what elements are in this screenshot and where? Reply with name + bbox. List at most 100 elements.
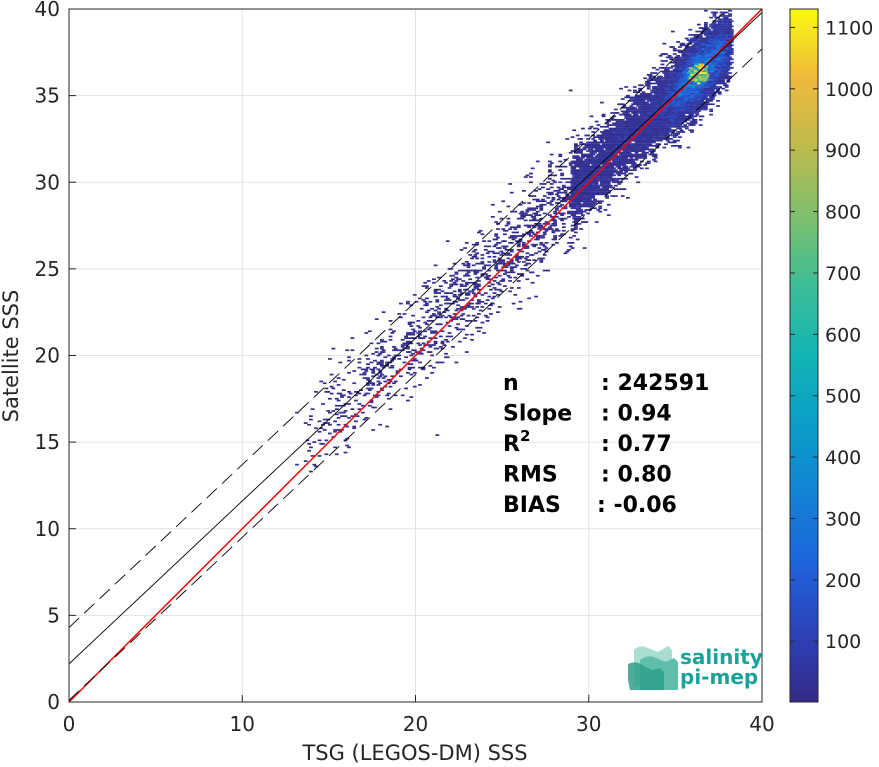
density-cell	[334, 413, 339, 416]
density-cell	[563, 165, 568, 168]
density-cell	[704, 34, 708, 36]
density-cell	[364, 332, 369, 334]
density-cell	[523, 219, 528, 222]
density-cell	[676, 124, 680, 126]
density-cell	[587, 191, 592, 194]
density-cell	[613, 164, 618, 166]
density-cell	[567, 188, 571, 190]
density-cell	[610, 146, 615, 149]
density-cell	[622, 172, 627, 175]
density-cell	[678, 58, 682, 61]
density-cell	[496, 228, 500, 230]
density-cell	[364, 392, 369, 395]
density-cell	[555, 228, 559, 230]
density-cell	[622, 148, 627, 151]
density-cell	[553, 210, 557, 213]
density-cell	[631, 150, 635, 152]
density-cell	[629, 143, 634, 145]
density-cell	[560, 174, 564, 177]
density-cell	[572, 176, 577, 178]
density-cell	[492, 255, 497, 258]
density-cell	[645, 145, 649, 147]
density-cell	[574, 224, 578, 227]
density-cell	[608, 172, 613, 175]
density-cell	[549, 193, 554, 196]
density-cell	[497, 274, 502, 277]
density-cell	[693, 98, 698, 100]
density-cell	[574, 203, 578, 206]
density-cell	[627, 120, 632, 123]
density-cell	[456, 304, 460, 307]
density-cell	[511, 238, 516, 241]
density-cell	[553, 181, 557, 184]
density-cell	[549, 203, 554, 206]
density-cell	[678, 125, 682, 128]
density-cell	[717, 79, 722, 81]
density-cell	[729, 25, 734, 28]
density-cell	[385, 425, 389, 428]
density-cell	[374, 318, 379, 320]
density-cell	[357, 392, 362, 395]
density-cell	[594, 176, 599, 178]
density-cell	[679, 42, 684, 45]
density-cell	[376, 368, 381, 371]
density-cell	[728, 49, 732, 52]
density-cell	[423, 321, 428, 324]
density-cell	[577, 195, 582, 197]
density-cell	[504, 224, 509, 227]
density-cell	[541, 186, 545, 189]
density-cell	[582, 146, 587, 149]
density-cell	[658, 134, 663, 137]
density-cell	[354, 420, 358, 423]
density-cell	[709, 98, 713, 100]
density-cell	[530, 281, 535, 284]
density-cell	[603, 136, 608, 138]
density-cell	[678, 108, 682, 111]
density-cell	[399, 316, 403, 319]
density-cell	[542, 233, 547, 236]
density-cell	[409, 396, 414, 398]
density-cell	[560, 191, 564, 194]
density-cell	[485, 320, 490, 322]
density-cell	[506, 274, 511, 277]
density-cell	[601, 113, 606, 116]
density-cell	[577, 217, 582, 220]
density-cell	[601, 191, 606, 194]
density-cell	[380, 373, 384, 376]
density-cell	[492, 245, 497, 248]
density-cell	[393, 380, 398, 383]
density-cell	[582, 179, 587, 182]
density-cell	[653, 106, 658, 109]
density-cell	[657, 75, 661, 78]
density-cell	[674, 145, 679, 147]
density-cell	[499, 254, 504, 256]
density-cell	[631, 160, 635, 163]
density-cell	[480, 321, 485, 324]
density-cell	[383, 380, 388, 383]
density-cell	[589, 205, 594, 208]
density-cell	[529, 229, 533, 232]
density-cell	[655, 138, 660, 140]
density-cell	[698, 27, 703, 29]
density-cell	[393, 347, 398, 350]
density-cell	[587, 169, 592, 171]
density-cell	[380, 359, 384, 362]
density-cell	[527, 226, 531, 229]
density-cell	[676, 77, 680, 80]
density-cell	[591, 167, 596, 170]
density-cell	[660, 94, 665, 97]
density-cell	[558, 235, 563, 237]
salinity-pi-mep-logo: salinity pi-mep	[628, 645, 763, 690]
density-cell	[622, 138, 627, 140]
density-cell	[345, 444, 350, 447]
density-cell	[428, 337, 433, 339]
density-cell	[593, 207, 597, 210]
density-cell	[709, 75, 713, 78]
density-cell	[646, 80, 651, 83]
density-cell	[575, 179, 580, 182]
density-cell	[678, 87, 682, 90]
density-cell	[409, 337, 414, 339]
density-cell	[697, 100, 701, 102]
density-cell	[622, 153, 627, 156]
density-cell	[478, 229, 483, 232]
